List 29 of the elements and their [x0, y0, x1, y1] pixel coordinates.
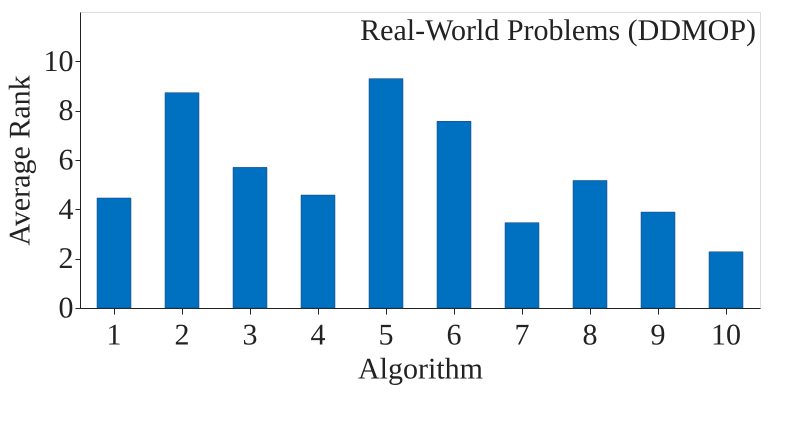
bar: [96, 198, 132, 308]
bar: [572, 180, 608, 308]
y-tick-label: 10: [44, 44, 74, 78]
bar: [300, 194, 336, 308]
bar: [504, 222, 540, 308]
y-tick-label: 0: [58, 292, 74, 324]
bar: [368, 78, 404, 308]
y-tick-label: 8: [58, 94, 74, 128]
bar: [164, 92, 200, 308]
x-tick-label: 6: [446, 318, 462, 352]
bar: [436, 121, 472, 308]
y-axis-title: Average Rank: [4, 75, 36, 246]
x-tick-label: 5: [378, 318, 394, 352]
x-tick-label: 1: [106, 318, 122, 352]
x-tick-label: 8: [582, 318, 598, 352]
chart-title: Real-World Problems (DDMOP): [360, 14, 756, 47]
bar: [708, 252, 744, 308]
y-tick-label: 4: [58, 192, 74, 226]
bar: [232, 167, 268, 308]
x-tick-label: 7: [514, 318, 530, 352]
y-tick-label: 2: [58, 242, 74, 276]
x-tick-label: 2: [174, 318, 190, 352]
x-tick-label: 10: [711, 318, 741, 352]
bar: [640, 212, 676, 308]
x-tick-label: 3: [242, 318, 258, 352]
y-tick-label: 6: [58, 144, 74, 176]
x-tick-label: 4: [310, 318, 326, 352]
x-axis-title: Algorithm: [358, 352, 483, 386]
x-tick-label: 9: [650, 318, 666, 352]
